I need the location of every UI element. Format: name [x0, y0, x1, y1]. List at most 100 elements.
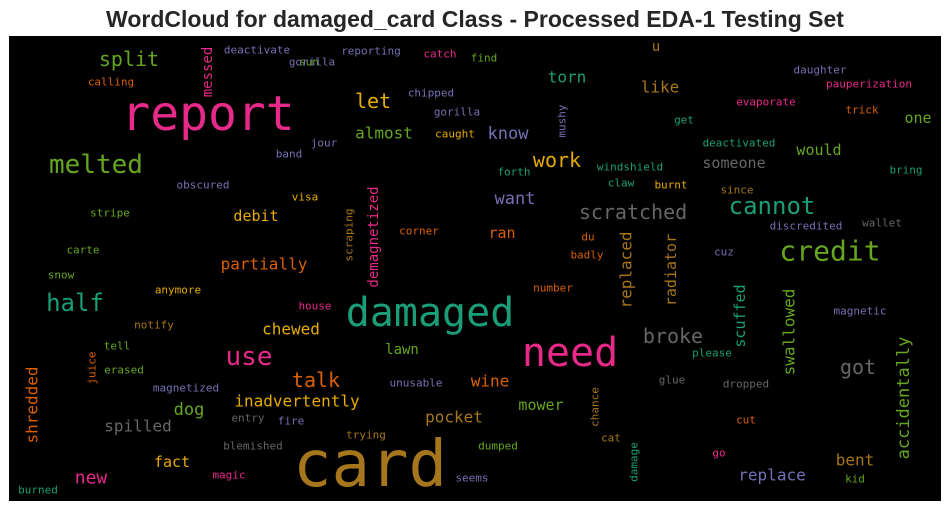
word-du: du [581, 231, 594, 244]
word-evaporate: evaporate [736, 96, 796, 109]
word-u: u [652, 39, 660, 55]
word-half: half [46, 289, 104, 317]
word-scraping: scraping [343, 209, 356, 262]
word-discredited: discredited [770, 220, 843, 233]
word-talk: talk [292, 368, 340, 392]
word-find: find [471, 52, 498, 65]
word-want: want [495, 189, 536, 209]
word-glue: glue [659, 374, 686, 387]
word-got: got [840, 355, 876, 379]
word-unusable: unusable [390, 377, 443, 390]
word-use: use [226, 342, 273, 372]
word-lawn: lawn [385, 342, 419, 358]
word-magnetized: magnetized [153, 382, 219, 395]
word-house: house [298, 300, 331, 313]
word-card: card [293, 428, 447, 501]
word-corner: corner [399, 225, 439, 238]
word-one: one [904, 109, 931, 127]
word-go: go [712, 447, 725, 460]
word-split: split [99, 47, 159, 71]
word-ran: ran [488, 224, 515, 242]
word-spilled: spilled [104, 417, 171, 436]
word-band: band [276, 148, 303, 161]
word-notify: notify [134, 319, 174, 332]
word-juice: juice [86, 351, 99, 384]
word-pocket: pocket [425, 408, 483, 427]
word-mower: mower [518, 396, 563, 414]
word-magic: magic [212, 469, 245, 482]
word-credit: credit [779, 235, 880, 268]
word-bring: bring [889, 164, 922, 177]
word-melted: melted [49, 150, 143, 180]
word-forth: forth [497, 166, 530, 179]
wordcloud-canvas: card report damaged need credit melted use cann… [9, 36, 941, 501]
word-sun: sun [299, 56, 319, 69]
word-since: since [720, 184, 753, 197]
word-fire: fire [278, 415, 305, 428]
word-pauperization: pauperization [826, 78, 912, 91]
word-daughter: daughter [794, 64, 847, 77]
word-cat: cat [601, 432, 621, 445]
word-bent: bent [836, 451, 875, 470]
word-inadvertently: inadvertently [234, 392, 360, 411]
word-replace: replace [738, 466, 805, 485]
word-gorilla: gorilla [289, 56, 335, 69]
word-deactivate: deactivate [224, 44, 290, 57]
word-get: get [674, 114, 694, 127]
word-like: like [641, 78, 680, 97]
word-broke: broke [643, 324, 703, 348]
word-wine: wine [471, 372, 510, 391]
word-cuz: cuz [714, 246, 734, 259]
word-windshield: windshield [597, 161, 663, 174]
word-radiator: radiator [662, 234, 680, 306]
word-scuffed: scuffed [731, 284, 749, 347]
word-mushy: mushy [556, 104, 569, 137]
word-visa: visa [292, 191, 319, 204]
word-report: report [121, 86, 294, 142]
word-cannot: cannot [729, 192, 816, 220]
word-damaged: damaged [346, 290, 515, 336]
word-carte: carte [66, 244, 99, 257]
word-almost: almost [355, 124, 413, 143]
word-stripe: stripe [90, 207, 130, 220]
word-swallowed: swallowed [780, 289, 799, 376]
word-demagnetized: demagnetized [366, 186, 382, 287]
word-torn: torn [548, 68, 587, 87]
word-blemished: blemished [223, 440, 283, 453]
chart-title: WordCloud for damaged_card Class - Proce… [106, 6, 844, 32]
word-chewed: chewed [262, 320, 320, 339]
word-need: need [522, 330, 618, 376]
word-deactivated: deactivated [703, 137, 776, 150]
word-please: please [692, 347, 732, 360]
word-obscured: obscured [177, 179, 230, 192]
word-snow: snow [48, 269, 75, 282]
word-trying: trying [346, 429, 386, 442]
word-reporting: reporting [341, 45, 401, 58]
word-trick: trick [845, 104, 878, 117]
word-entry: entry [231, 412, 264, 425]
word-damage: damage [628, 442, 641, 482]
word-scratched: scratched [579, 200, 687, 224]
word-new: new [75, 468, 108, 489]
word-fact: fact [154, 453, 190, 471]
word-burnt: burnt [654, 179, 687, 192]
word-erased: erased [104, 364, 144, 377]
word-calling: calling [88, 76, 134, 89]
word-would: would [796, 141, 841, 159]
word-caught: caught [435, 128, 475, 141]
word-catch: catch [423, 48, 456, 61]
word-anymore: anymore [155, 284, 201, 297]
word-seems: seems [455, 472, 488, 485]
word-shredded: shredded [23, 366, 42, 443]
word-gorilla: gorilla [434, 106, 480, 119]
word-jour: jour [311, 137, 338, 150]
word-tell: tell [104, 340, 131, 353]
word-know: know [488, 124, 530, 144]
word-debit: debit [233, 207, 278, 225]
word-let: let [355, 89, 391, 113]
word-wallet: wallet [862, 217, 902, 230]
word-dropped: dropped [723, 378, 769, 391]
word-someone: someone [702, 154, 765, 172]
word-dog: dog [174, 400, 205, 420]
word-partially: partially [221, 255, 308, 274]
